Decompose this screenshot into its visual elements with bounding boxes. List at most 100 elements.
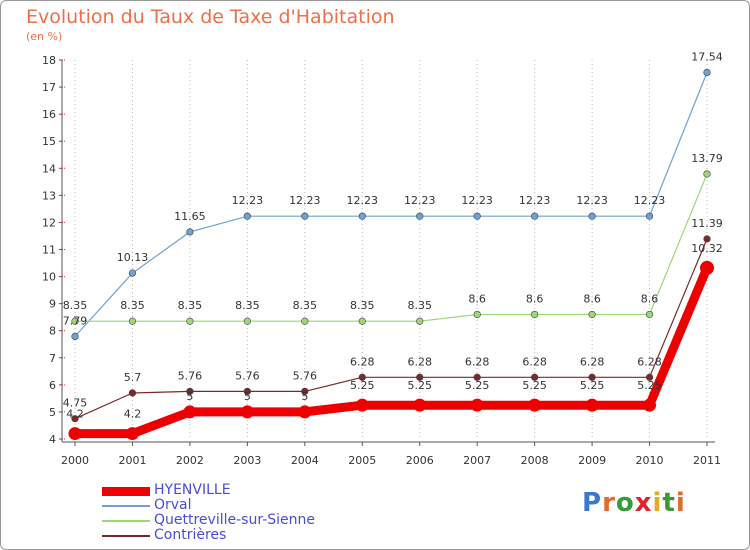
data-label-Contrières-2000: 4.75 — [63, 397, 88, 410]
data-label-Quettreville-sur-Sienne-2003: 8.35 — [235, 299, 260, 312]
point-Quettreville-sur-Sienne-2011 — [703, 170, 711, 178]
point-Quettreville-sur-Sienne-2009 — [588, 310, 596, 319]
point-HYENVILLE-2005 — [355, 398, 369, 412]
y-tick-label-14: 14 — [42, 162, 56, 175]
point-Contrières-2009 — [588, 373, 596, 381]
y-tick-label-12: 12 — [42, 216, 56, 229]
data-label-HYENVILLE-2006: 5.25 — [407, 379, 432, 392]
y-tick-label-6: 6 — [49, 379, 56, 392]
point-HYENVILLE-2004 — [298, 405, 312, 419]
point-Orval-2007 — [473, 212, 481, 220]
y-tick-label-8: 8 — [49, 325, 56, 338]
legend-label: HYENVILLE — [154, 482, 231, 498]
point-Contrières-2008 — [531, 373, 539, 381]
data-label-Contrières-2001: 5.7 — [124, 371, 142, 384]
legend-swatch — [102, 505, 150, 507]
data-label-Quettreville-sur-Sienne-2005: 8.35 — [350, 299, 375, 312]
series-line-Quettreville-sur-Sienne — [75, 173, 708, 322]
data-label-Quettreville-sur-Sienne-2006: 8.35 — [407, 299, 432, 312]
data-label-Orval-2007: 12.23 — [461, 194, 493, 207]
point-Contrières-2000 — [71, 415, 79, 423]
series-line-HYENVILLE — [75, 266, 712, 439]
data-label-HYENVILLE-2002: 5 — [186, 390, 193, 403]
point-Orval-2000 — [71, 332, 79, 340]
point-HYENVILLE-2011 — [700, 260, 714, 275]
data-label-Contrières-2003: 5.76 — [235, 369, 260, 382]
data-label-Quettreville-sur-Sienne-2004: 8.35 — [293, 299, 318, 312]
data-label-Contrières-2002: 5.76 — [178, 369, 203, 382]
data-label-Contrières-2008: 6.28 — [522, 355, 547, 368]
series-lines — [74, 72, 712, 439]
data-label-HYENVILLE-2005: 5.25 — [350, 379, 375, 392]
y-tick-label-7: 7 — [49, 352, 56, 365]
data-label-Quettreville-sur-Sienne-2007: 8.6 — [468, 292, 486, 305]
point-Orval-2009 — [588, 212, 596, 220]
data-label-Quettreville-sur-Sienne-2009: 8.6 — [583, 292, 601, 305]
x-tick-label-2011: 2011 — [693, 454, 721, 467]
data-label-Contrières-2010: 6.28 — [637, 355, 662, 368]
point-HYENVILLE-2001 — [125, 427, 139, 441]
point-Contrières-2006 — [416, 373, 424, 381]
logo-letter: x — [634, 488, 653, 518]
y-tick-label-18: 18 — [42, 54, 56, 67]
logo-letter: i — [675, 488, 686, 518]
data-label-Contrières-2007: 6.28 — [465, 355, 490, 368]
data-label-Quettreville-sur-Sienne-2000: 8.35 — [63, 299, 88, 312]
point-Quettreville-sur-Sienne-2008 — [531, 310, 539, 319]
x-tick-label-2006: 2006 — [406, 454, 434, 467]
point-Quettreville-sur-Sienne-2004 — [301, 317, 309, 325]
x-tick-label-2001: 2001 — [118, 454, 146, 467]
data-label-Orval-2011: 17.54 — [691, 50, 723, 63]
data-label-HYENVILLE-2009: 5.25 — [580, 379, 605, 392]
point-Orval-2003 — [243, 212, 251, 220]
x-tick-label-2000: 2000 — [61, 454, 89, 467]
point-Orval-2008 — [531, 212, 539, 220]
point-HYENVILLE-2007 — [470, 398, 484, 412]
series-line-Contrières — [74, 238, 708, 420]
grid — [74, 60, 708, 439]
data-label-Contrières-2006: 6.28 — [407, 355, 432, 368]
axes: 4 5 6 7 8 9 10 11 12 13 14 15 16 17 18 2000 2001 2002 2003… — [42, 54, 721, 467]
point-Orval-2002 — [186, 228, 194, 236]
data-label-HYENVILLE-2001: 4.2 — [124, 408, 142, 421]
point-HYENVILLE-2003 — [240, 405, 254, 419]
data-label-Contrières-2011: 11.39 — [691, 217, 723, 230]
y-tick-label-13: 13 — [42, 189, 56, 202]
point-Contrières-2002 — [186, 387, 194, 395]
data-label-Orval-2002: 11.65 — [174, 210, 206, 223]
point-Quettreville-sur-Sienne-2001 — [128, 317, 137, 325]
point-Quettreville-sur-Sienne-2002 — [186, 317, 194, 325]
x-tick-label-2003: 2003 — [233, 454, 261, 467]
point-Contrières-2003 — [243, 387, 251, 395]
point-HYENVILLE-2010 — [643, 398, 657, 412]
data-label-Quettreville-sur-Sienne-2011: 13.79 — [691, 152, 723, 165]
data-label-Orval-2008: 12.23 — [519, 194, 551, 207]
data-label-Quettreville-sur-Sienne-2008: 8.6 — [526, 292, 544, 305]
x-tick-label-2010: 2010 — [636, 454, 664, 467]
point-Orval-2001 — [128, 269, 137, 277]
point-HYENVILLE-2002 — [183, 405, 197, 419]
legend-label: Contrières — [154, 527, 227, 543]
data-label-Quettreville-sur-Sienne-2002: 8.35 — [178, 299, 203, 312]
chart-subtitle: (en %) — [26, 30, 63, 43]
logo-letter: r — [602, 488, 616, 518]
y-tick-label-15: 15 — [42, 135, 56, 148]
point-Quettreville-sur-Sienne-2007 — [473, 310, 481, 319]
data-label-HYENVILLE-2008: 5.25 — [522, 379, 547, 392]
y-tick-label-11: 11 — [42, 244, 56, 257]
y-tick-label-16: 16 — [42, 108, 56, 121]
data-label-Orval-2006: 12.23 — [404, 194, 436, 207]
data-label-Orval-2010: 12.23 — [634, 194, 666, 207]
point-Contrières-2005 — [358, 373, 366, 381]
logo-letter: o — [615, 488, 635, 518]
logo-letter: t — [662, 488, 676, 518]
x-tick-label-2002: 2002 — [176, 454, 204, 467]
legend-label: Orval — [154, 497, 192, 513]
chart-title: Evolution du Taux de Taxe d'Habitation — [26, 6, 395, 28]
y-tick-label-17: 17 — [42, 81, 56, 94]
point-Quettreville-sur-Sienne-2003 — [243, 317, 251, 325]
point-Quettreville-sur-Sienne-2006 — [416, 317, 424, 325]
data-label-Orval-2004: 12.23 — [289, 194, 321, 207]
point-Contrières-2011 — [703, 235, 711, 243]
data-label-Orval-2009: 12.23 — [576, 194, 608, 207]
